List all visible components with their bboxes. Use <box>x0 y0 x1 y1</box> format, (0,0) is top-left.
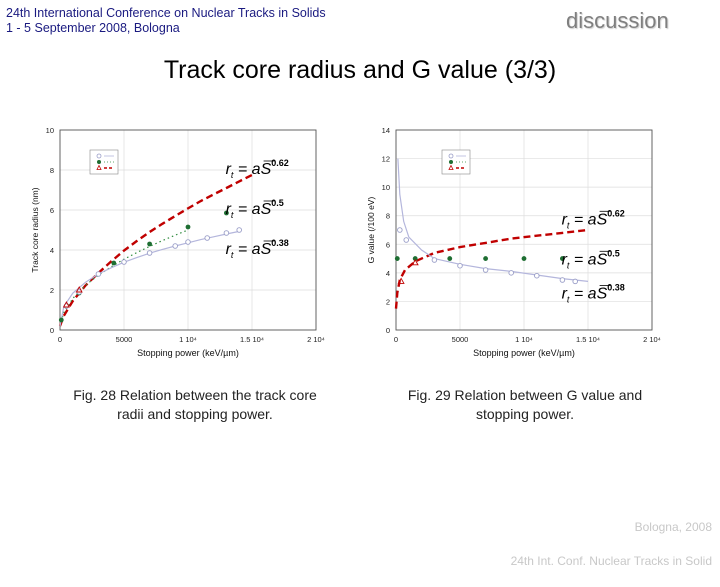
data-point-open <box>204 235 210 241</box>
x-tick-label: 5000 <box>116 335 133 344</box>
legend-marker-filled <box>97 160 101 164</box>
legend <box>89 149 119 175</box>
x-tick-label: 5000 <box>452 335 469 344</box>
data-point-open <box>534 272 540 279</box>
fit-curve-0-38 <box>397 158 589 282</box>
data-point-filled <box>521 256 527 261</box>
y-tick-label: 4 <box>386 269 390 278</box>
data-point-filled <box>185 224 191 230</box>
x-tick-label: 1 10⁴ <box>515 335 533 344</box>
legend-marker-filled <box>449 160 453 164</box>
conference-header: 24th International Conference on Nuclear… <box>6 6 326 35</box>
data-point-filled <box>224 210 229 216</box>
y-tick-label: 6 <box>50 206 54 215</box>
data-point-filled <box>560 256 565 261</box>
figure-29-caption: Fig. 29 Relation between G value and sto… <box>407 387 643 422</box>
legend-marker-open <box>448 153 454 159</box>
data-point-open <box>172 243 178 249</box>
y-axis-label: Track core radius (nm) <box>30 187 40 272</box>
y-tick-label: 10 <box>46 126 54 135</box>
data-point-triangle <box>62 301 70 308</box>
data-point-open <box>121 259 127 265</box>
data-point-filled <box>412 256 418 261</box>
g-value-chart: 0 5000 1 10⁴ 1.5 10⁴ 2 10⁴ 0 2 4 6 8 10 12 14 Stoppin… <box>366 126 661 358</box>
y-axis-label: G value (/100 eV) <box>366 197 376 264</box>
plot-frame <box>395 129 653 331</box>
data-point-filled <box>394 256 400 261</box>
y-tick-label: 0 <box>386 326 390 335</box>
data-point-open <box>457 262 463 269</box>
fit-curve-0-62 <box>58 173 253 327</box>
y-tick-label: 14 <box>382 126 390 135</box>
fit-equation: rt = aS0.62 <box>562 208 625 230</box>
x-axis-label: Stopping power (keV/µm) <box>137 348 239 358</box>
y-tick-label: 12 <box>382 155 390 164</box>
data-point-open <box>185 239 191 245</box>
fit-exponent: 0.38 <box>607 283 625 293</box>
data-point-triangle <box>397 277 405 284</box>
fit-exponent: 0.5 <box>271 198 284 208</box>
data-point-filled <box>147 241 153 247</box>
legend-marker-triangle <box>96 164 102 170</box>
y-tick-label: 2 <box>386 297 390 306</box>
data-point-filled <box>111 260 117 266</box>
y-tick-label: 8 <box>50 166 54 175</box>
fit-equation: rt = aS0.62 <box>226 158 289 180</box>
grid <box>395 129 653 331</box>
fit-equation: rt = aS0.38 <box>226 238 289 260</box>
fit-equation: rt = aS0.38 <box>562 283 625 305</box>
plot-frame <box>59 129 317 331</box>
y-tick-label: 8 <box>386 212 390 221</box>
y-tick-label: 4 <box>50 246 54 255</box>
data-point-triangle <box>411 258 419 266</box>
x-tick-label: 2 10⁴ <box>307 335 325 344</box>
data-point-open <box>508 270 514 276</box>
data-point-open <box>572 278 578 285</box>
legend <box>441 149 471 175</box>
fit-exponent: 0.62 <box>607 208 625 218</box>
fit-equation: rt = aS0.5 <box>226 198 284 220</box>
footer-conference: 24th Int. Conf. Nuclear Tracks in Solid <box>510 554 712 568</box>
data-point-filled <box>483 256 488 261</box>
section-label: discussion <box>566 8 669 33</box>
y-tick-label: 6 <box>386 240 390 249</box>
fit-equation: rt = aS0.5 <box>562 248 620 270</box>
fit-exponent: 0.5 <box>607 248 620 258</box>
data-point-open <box>397 227 403 233</box>
x-tick-label: 0 <box>58 335 62 344</box>
data-point-filled <box>58 317 64 323</box>
data-point-open <box>223 230 230 236</box>
y-tick-label: 2 <box>50 286 54 295</box>
data-point-open <box>403 237 409 243</box>
data-point-triangle <box>75 286 83 293</box>
x-tick-label: 1.5 10⁴ <box>576 335 600 344</box>
data-point-filled <box>447 256 453 261</box>
x-tick-label: 2 10⁴ <box>643 335 661 344</box>
data-point-open <box>236 227 242 233</box>
x-axis-label: Stopping power (keV/µm) <box>473 348 575 358</box>
data-point-open <box>482 267 489 273</box>
data-point-open <box>95 271 102 277</box>
legend-marker-open <box>96 153 102 159</box>
footer: Bologna, 2008 24th Int. Conf. Nuclear Tr… <box>511 502 712 587</box>
legend-marker-triangle <box>448 164 454 170</box>
x-tick-label: 1 10⁴ <box>179 335 197 344</box>
y-tick-label: 0 <box>50 326 54 335</box>
figure-28-caption: Fig. 28 Relation between the track core … <box>73 387 317 422</box>
footer-location: Bologna, 2008 <box>634 520 712 534</box>
data-point-open <box>146 250 153 256</box>
slide-title: Track core radius and G value (3/3) <box>163 56 557 84</box>
y-tick-label: 10 <box>382 183 390 192</box>
fit-exponent: 0.62 <box>271 158 289 168</box>
x-tick-label: 1.5 10⁴ <box>240 335 264 344</box>
x-tick-label: 0 <box>394 335 398 344</box>
fit-curve-0-5 <box>59 229 189 327</box>
fit-exponent: 0.38 <box>271 238 289 248</box>
core-radius-chart: 0 5000 1 10⁴ 1.5 10⁴ 2 10⁴ 0 2 4 6 8 10 Stopping po… <box>30 126 325 358</box>
data-point-open <box>559 277 566 283</box>
data-point-open <box>431 257 438 263</box>
